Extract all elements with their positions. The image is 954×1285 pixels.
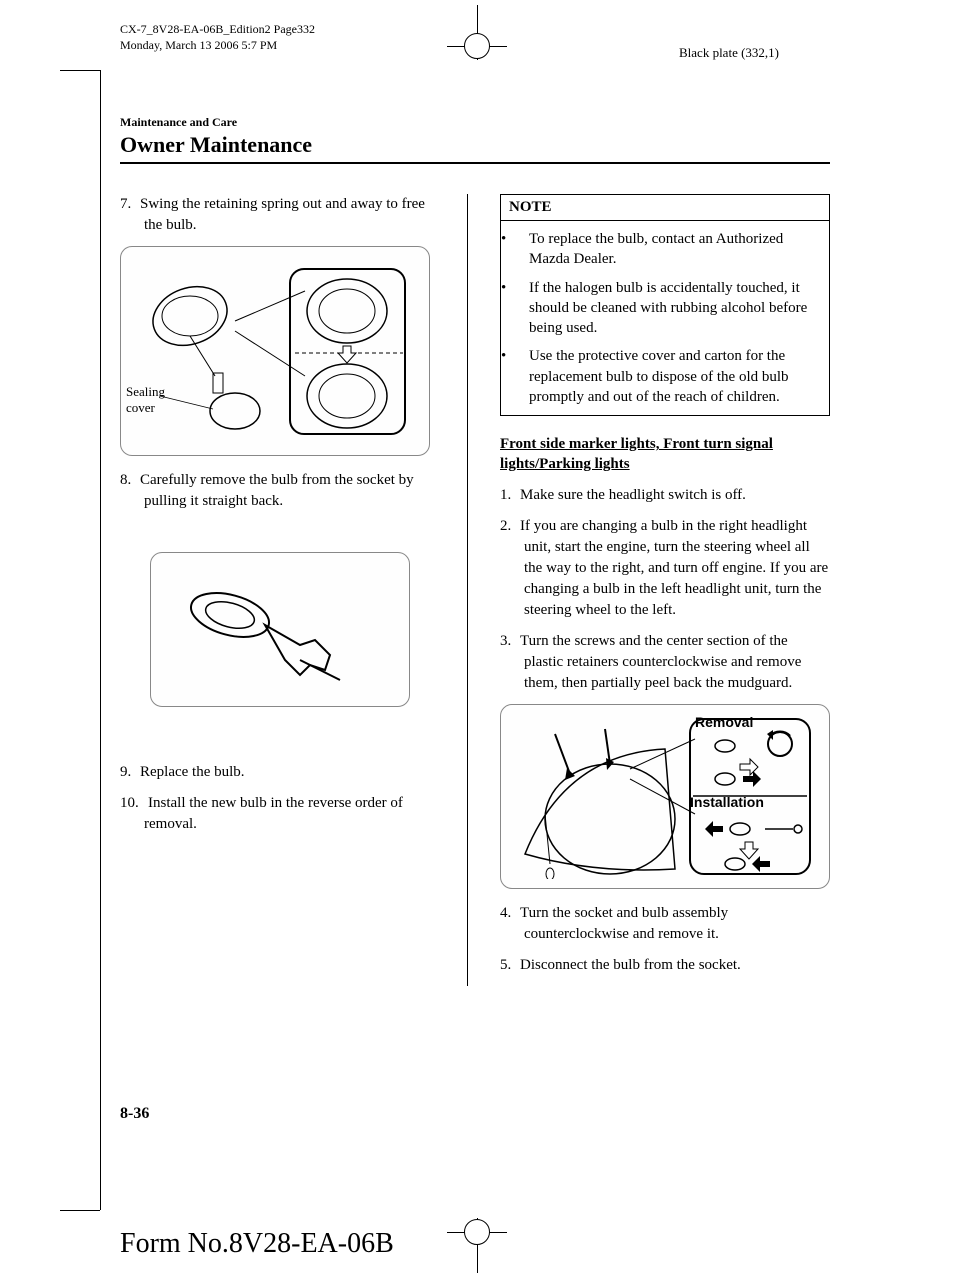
sealing-cover-label: Sealing cover	[126, 384, 165, 415]
plate-info: Black plate (332,1)	[679, 45, 779, 61]
step-text: If you are changing a bulb in the right …	[520, 518, 828, 618]
step-text: Replace the bulb.	[140, 764, 245, 780]
note-item: •Use the protective cover and carton for…	[511, 346, 819, 407]
figure-bulb-remove	[150, 552, 410, 707]
removal-label: Removal	[695, 714, 753, 730]
note-box: NOTE •To replace the bulb, contact an Au…	[500, 194, 830, 416]
step-text: Swing the retaining spring out and away …	[140, 196, 425, 233]
note-text: If the halogen bulb is accidentally touc…	[529, 280, 807, 337]
sealing-label-line1: Sealing	[126, 384, 165, 399]
step-text: Install the new bulb in the reverse orde…	[144, 795, 403, 832]
bullet-icon: •	[515, 346, 529, 366]
step-number: 2.	[500, 516, 520, 537]
meta-timestamp: Monday, March 13 2006 5:7 PM	[120, 38, 315, 54]
crop-circle-icon	[464, 33, 490, 59]
crop-mark	[60, 1210, 100, 1211]
step-10: 10.Install the new bulb in the reverse o…	[120, 793, 435, 835]
step-text: Turn the socket and bulb assembly counte…	[520, 905, 728, 942]
bullet-icon: •	[515, 229, 529, 249]
step-number: 9.	[120, 762, 140, 783]
step-r3: 3.Turn the screws and the center section…	[500, 631, 830, 694]
column-divider	[467, 194, 468, 986]
meta-filename: CX-7_8V28-EA-06B_Edition2 Page332	[120, 22, 315, 38]
step-number: 4.	[500, 903, 520, 924]
page-header: Maintenance and Care Owner Maintenance	[120, 115, 830, 164]
step-8: 8.Carefully remove the bulb from the soc…	[120, 470, 435, 512]
crop-mark	[60, 70, 100, 71]
installation-label: Installation	[690, 794, 764, 810]
step-number: 3.	[500, 631, 520, 652]
step-r1: 1.Make sure the headlight switch is off.	[500, 485, 830, 506]
page-meta: CX-7_8V28-EA-06B_Edition2 Page332 Monday…	[120, 22, 315, 53]
sub-heading: Front side marker lights, Front turn sig…	[500, 434, 830, 475]
figure-1-wrapper: Sealing cover	[120, 246, 435, 456]
figure-mudguard	[500, 704, 830, 889]
form-number: Form No.8V28-EA-06B	[120, 1228, 394, 1260]
note-item: •To replace the bulb, contact an Authori…	[511, 229, 819, 270]
figure-bulb-spring	[120, 246, 430, 456]
note-item: •If the halogen bulb is accidentally tou…	[511, 278, 819, 339]
step-text: Make sure the headlight switch is off.	[520, 487, 746, 503]
sealing-label-line2: cover	[126, 400, 155, 415]
note-text: To replace the bulb, contact an Authoriz…	[529, 231, 783, 267]
bulb-remove-icon	[170, 570, 390, 690]
step-number: 10.	[120, 793, 148, 814]
step-r4: 4.Turn the socket and bulb assembly coun…	[500, 903, 830, 945]
note-text: Use the protective cover and carton for …	[529, 348, 789, 405]
crop-mark	[100, 70, 101, 1210]
step-number: 1.	[500, 485, 520, 506]
step-9: 9.Replace the bulb.	[120, 762, 435, 783]
step-text: Disconnect the bulb from the socket.	[520, 957, 741, 973]
section-title: Owner Maintenance	[120, 132, 830, 158]
note-header: NOTE	[501, 195, 829, 221]
step-text: Turn the screws and the center section o…	[520, 633, 801, 691]
two-column-layout: 7.Swing the retaining spring out and awa…	[120, 194, 830, 986]
crop-circle-icon	[464, 1219, 490, 1245]
note-body: •To replace the bulb, contact an Authori…	[501, 221, 829, 415]
page-number: 8-36	[120, 1105, 149, 1123]
bullet-icon: •	[515, 278, 529, 298]
bulb-diagram-icon	[135, 261, 415, 441]
step-text: Carefully remove the bulb from the socke…	[140, 472, 414, 509]
step-number: 7.	[120, 194, 140, 215]
mudguard-diagram-icon	[515, 714, 815, 879]
step-7: 7.Swing the retaining spring out and awa…	[120, 194, 435, 236]
category-label: Maintenance and Care	[120, 115, 830, 130]
figure-3-wrapper: Removal Installation	[500, 704, 830, 889]
step-r5: 5.Disconnect the bulb from the socket.	[500, 955, 830, 976]
step-number: 5.	[500, 955, 520, 976]
left-column: 7.Swing the retaining spring out and awa…	[120, 194, 435, 986]
right-column: NOTE •To replace the bulb, contact an Au…	[500, 194, 830, 986]
step-r2: 2.If you are changing a bulb in the righ…	[500, 516, 830, 621]
content-area: Maintenance and Care Owner Maintenance 7…	[120, 115, 830, 986]
step-number: 8.	[120, 470, 140, 491]
